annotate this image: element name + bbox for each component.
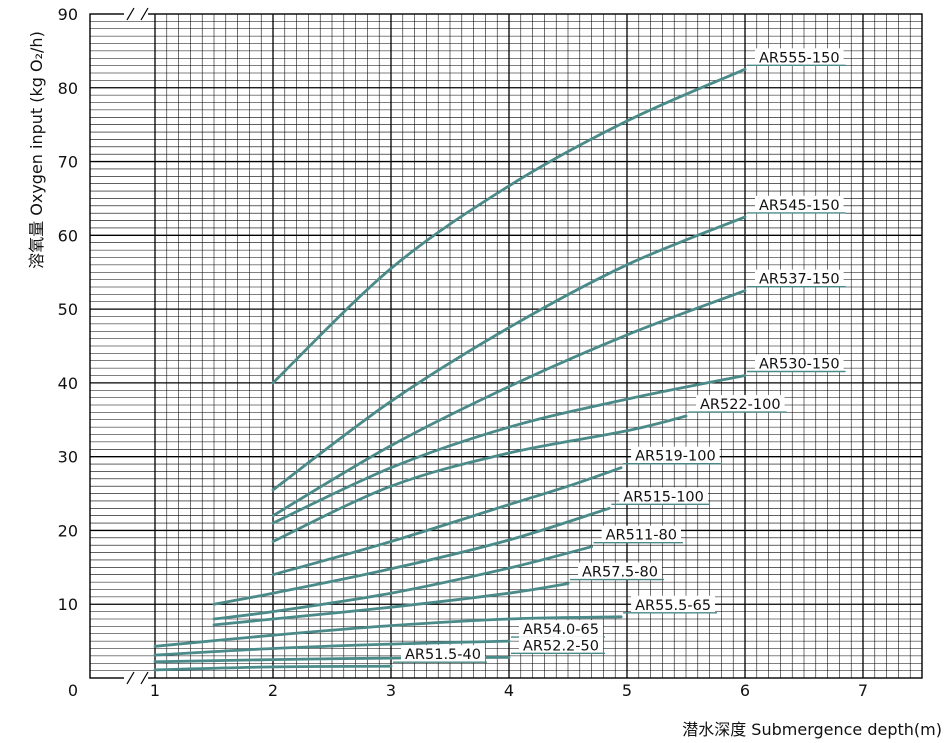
series-label-bg	[696, 395, 785, 413]
series-line-ar57.5-80	[212, 582, 570, 627]
y-tick-label: 40	[58, 374, 78, 393]
y-axis-break	[126, 7, 135, 21]
y-tick-label: 60	[58, 226, 78, 245]
series-label: AR52.2-50	[523, 638, 599, 654]
series-label: AR519-100	[635, 449, 716, 465]
series-label: AR545-150	[759, 198, 840, 214]
x-tick-label: 4	[504, 681, 514, 700]
x-tick-label: 0	[68, 681, 78, 700]
series-label: AR511-80	[606, 528, 677, 544]
series-label-bg	[578, 562, 662, 580]
series-line-ar519-100	[271, 466, 623, 577]
y-tick-label: 10	[58, 595, 78, 614]
series-label: AR537-150	[759, 272, 840, 288]
y-tick-label: 30	[58, 448, 78, 467]
x-axis-title: 潜水深度 Submergence depth(m)	[682, 720, 942, 739]
series-line-ar54.0-65	[153, 639, 511, 657]
series-line-ar511-80	[212, 545, 593, 621]
series-line-ar55.5-65	[153, 615, 623, 648]
x-axis-break	[140, 671, 149, 685]
y-tick-label: 20	[58, 521, 78, 540]
series-label: AR530-150	[759, 357, 840, 373]
series-label: AR55.5-65	[635, 598, 711, 614]
y-axis-title: 溶氧量 Oxygen input (kg O₂/h)	[27, 31, 46, 269]
y-tick-label: 70	[58, 153, 78, 172]
series-labels: AR555-150 AR545-150 AR537-150 AR530-150 AR52…	[393, 48, 846, 663]
y-tick-label: 50	[58, 300, 78, 319]
x-axis-break	[126, 671, 135, 685]
y-axis-break	[140, 7, 149, 21]
y-break-mask	[124, 8, 148, 20]
series-line-ar545-150	[271, 215, 747, 492]
series-line-ar522-100	[271, 414, 688, 543]
series-label: AR515-100	[623, 489, 704, 505]
x-tick-label: 5	[622, 681, 632, 700]
x-tick-label: 3	[386, 681, 396, 700]
series-label-bg	[631, 595, 716, 613]
x-tick-label: 7	[858, 681, 868, 700]
y-tick-label: 80	[58, 79, 78, 98]
series-label-bg	[519, 620, 603, 638]
tick-labels: 0 1 2 3 4 5 6 7 10 20 30 40 50 60 70 80 90	[58, 5, 868, 700]
y-tick-label: 90	[58, 5, 78, 24]
series-label-bg	[755, 269, 844, 287]
x-tick-label: 1	[150, 681, 160, 700]
series-line-ar530-150	[271, 374, 747, 525]
grid	[89, 13, 923, 679]
series-label-bg	[519, 636, 603, 654]
series-label-bg	[755, 354, 844, 372]
series-label: AR555-150	[759, 50, 840, 66]
series-label-bg	[619, 487, 708, 505]
series-label: AR54.0-65	[523, 622, 599, 638]
x-tick-label: 6	[740, 681, 750, 700]
series-line-ar51.5-40	[153, 664, 393, 672]
x-break-mask	[124, 672, 148, 684]
series-label: AR522-100	[700, 397, 781, 413]
series-label-bg	[755, 48, 844, 66]
series-label-bg	[601, 525, 681, 543]
series-label: AR57.5-80	[582, 565, 658, 581]
series-line-ar515-100	[212, 506, 611, 606]
series-label-bg	[755, 195, 844, 213]
axes	[124, 7, 149, 685]
x-tick-label: 2	[268, 681, 278, 700]
series-label: AR51.5-40	[405, 647, 481, 663]
series-line-ar555-150	[271, 67, 747, 385]
series-label-bg	[401, 645, 485, 663]
series-label-bg	[631, 446, 720, 464]
series-line-ar537-150	[271, 289, 747, 518]
